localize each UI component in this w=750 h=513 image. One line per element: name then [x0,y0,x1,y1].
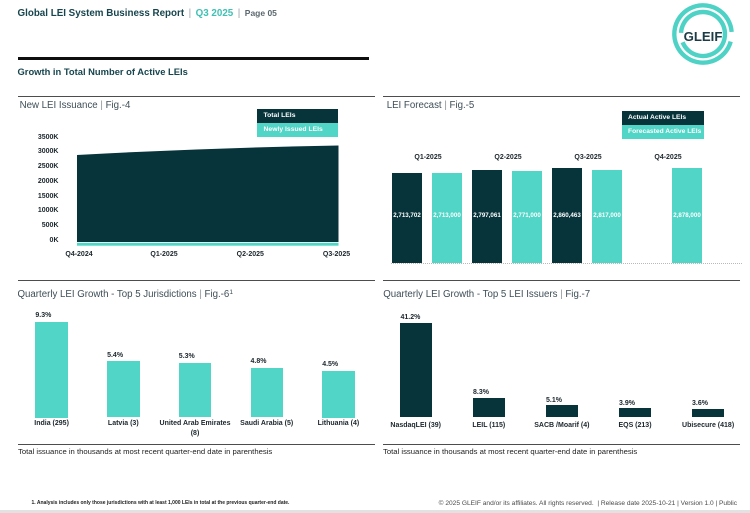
svg-text:GLEIF: GLEIF [684,29,723,44]
